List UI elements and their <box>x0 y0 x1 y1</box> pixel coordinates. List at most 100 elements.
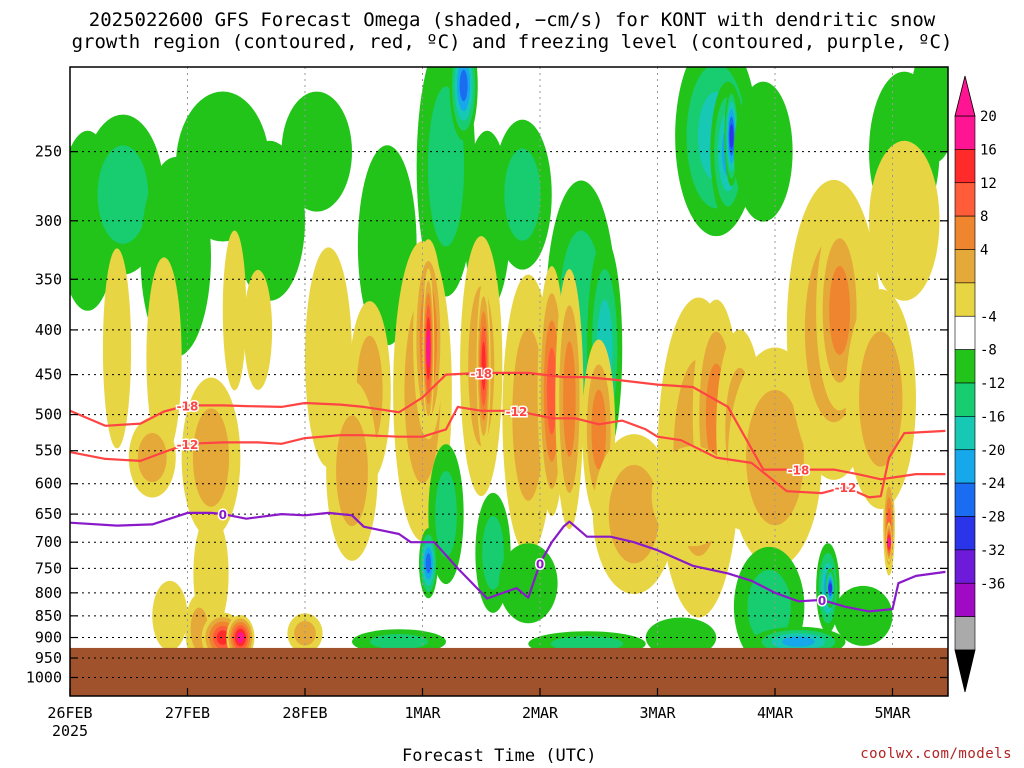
colorbar-label: -8 <box>980 343 997 359</box>
contour-label: 0 <box>536 557 544 571</box>
y-tick-label: 450 <box>35 366 62 384</box>
omega-shading-cell <box>336 415 368 527</box>
credit-link[interactable]: coolwx.com/models <box>860 746 1012 762</box>
y-tick-label: 950 <box>35 649 62 667</box>
omega-shading-cell <box>563 341 576 457</box>
colorbar-label: 16 <box>980 142 997 158</box>
colorbar-swatch <box>954 349 976 384</box>
ground-below-surface <box>70 647 948 696</box>
omega-shading-cell <box>425 553 432 574</box>
omega-shading <box>70 67 948 667</box>
contour-lines: -18 -18 -18 -12 -12 -12 0 0 0 <box>69 365 946 613</box>
colorbar-swatch <box>954 616 976 651</box>
y-tick-label: 850 <box>35 607 62 625</box>
colorbar-under-arrow <box>954 649 976 693</box>
colorbar-swatch <box>954 416 976 451</box>
colorbar-label: -24 <box>980 476 1005 492</box>
colorbar-label: -4 <box>980 309 997 325</box>
contour-line <box>69 405 946 499</box>
colorbar-swatch <box>954 115 976 150</box>
x-tick-label: 5MAR <box>874 704 911 722</box>
colorbar-label: -36 <box>980 576 1005 592</box>
contour-label: -18 <box>470 367 492 381</box>
omega-shading-cell <box>146 257 182 458</box>
colorbar-label: -32 <box>980 543 1005 559</box>
contour-label: -18 <box>177 399 199 413</box>
y-tick-label: 750 <box>35 559 62 577</box>
colorbar-swatch <box>954 516 976 551</box>
colorbar-label: -28 <box>980 510 1005 526</box>
ground-fill <box>70 647 948 696</box>
y-tick-label: 500 <box>35 406 62 424</box>
y-tick-label: 350 <box>35 270 62 288</box>
contour-label: -12 <box>835 481 857 495</box>
omega-shading-cell <box>550 636 624 652</box>
omega-shading-cell <box>192 408 230 507</box>
colorbar-label: -12 <box>980 376 1005 392</box>
y-tick-label: 700 <box>35 533 62 551</box>
colorbar-swatch <box>954 215 976 250</box>
omega-shading-cell <box>645 617 717 658</box>
colorbar-swatch <box>954 282 976 317</box>
omega-shading-cell <box>859 331 903 467</box>
omega-shading-cell <box>435 471 457 558</box>
x-axis: 26FEB 27FEB 28FEB 1MAR 2MAR 3MAR 4MAR 5MAR 2025 <box>47 688 912 740</box>
omega-shading-cell <box>482 515 504 590</box>
colorbar-swatch <box>954 382 976 417</box>
x-tick-label: 1MAR <box>404 704 441 722</box>
x-tick-label: 3MAR <box>639 704 676 722</box>
colorbar-swatch <box>954 249 976 284</box>
y-tick-label: 650 <box>35 505 62 523</box>
colorbar-swatch <box>954 549 976 584</box>
omega-shading-cell <box>591 389 607 470</box>
y-tick-label: 800 <box>35 584 62 602</box>
x-tick-label: 26FEB <box>47 704 92 722</box>
y-tick-label: 400 <box>35 321 62 339</box>
omega-shading-cell <box>152 580 188 651</box>
omega-shading-cell <box>747 569 791 644</box>
colorbar-swatch <box>954 449 976 484</box>
omega-shading-cell <box>782 636 815 647</box>
x-tick-label: 27FEB <box>165 704 210 722</box>
colorbar-swatch <box>954 582 976 617</box>
colorbar-label: 8 <box>980 209 988 225</box>
y-tick-label: 900 <box>35 629 62 647</box>
x-tick-label: 2MAR <box>522 704 559 722</box>
colorbar-over-arrow <box>954 75 976 117</box>
colorbar-label: 4 <box>980 243 988 259</box>
y-tick-label: 600 <box>35 475 62 493</box>
colorbar-label: 20 <box>980 109 997 125</box>
omega-shading-cell <box>426 329 431 368</box>
colorbar-label: -16 <box>980 409 1005 425</box>
omega-shading-cell <box>910 67 948 164</box>
chart-title-line-2: growth region (contoured, red, ºC) and f… <box>71 31 953 53</box>
omega-shading-cell <box>886 537 891 548</box>
contour-label: -12 <box>177 438 199 452</box>
x-axis-label: Forecast Time (UTC) <box>402 746 597 766</box>
y-axis: 250 300 350 400 450 500 550 600 650 700 750 800 850 9… <box>26 143 948 686</box>
contour-line <box>69 371 946 481</box>
omega-shading-cell <box>102 248 132 449</box>
omega-shading-cell <box>828 583 833 593</box>
y-tick-label: 550 <box>35 442 62 460</box>
omega-shading-cell <box>733 81 793 222</box>
x-tick-label: 28FEB <box>282 704 327 722</box>
omega-shading-cell <box>481 341 486 391</box>
plot-frame <box>69 66 949 697</box>
colorbar-label: 12 <box>980 176 997 192</box>
omega-shading-cell <box>97 145 149 244</box>
contour-label: 0 <box>818 594 826 608</box>
x-year-label: 2025 <box>52 722 88 740</box>
y-tick-label: 1000 <box>26 668 62 686</box>
contour-label: -18 <box>788 464 810 478</box>
colorbar-swatch <box>954 182 976 217</box>
omega-shading-cell <box>236 632 244 643</box>
omega-shading-cell <box>370 634 428 650</box>
omega-shading-cell <box>651 446 734 547</box>
contour-label: -12 <box>506 405 528 419</box>
y-tick-label: 250 <box>35 143 62 161</box>
contour-label: 0 <box>219 508 227 522</box>
contour-line <box>69 511 946 613</box>
omega-shading-cell <box>729 124 734 149</box>
